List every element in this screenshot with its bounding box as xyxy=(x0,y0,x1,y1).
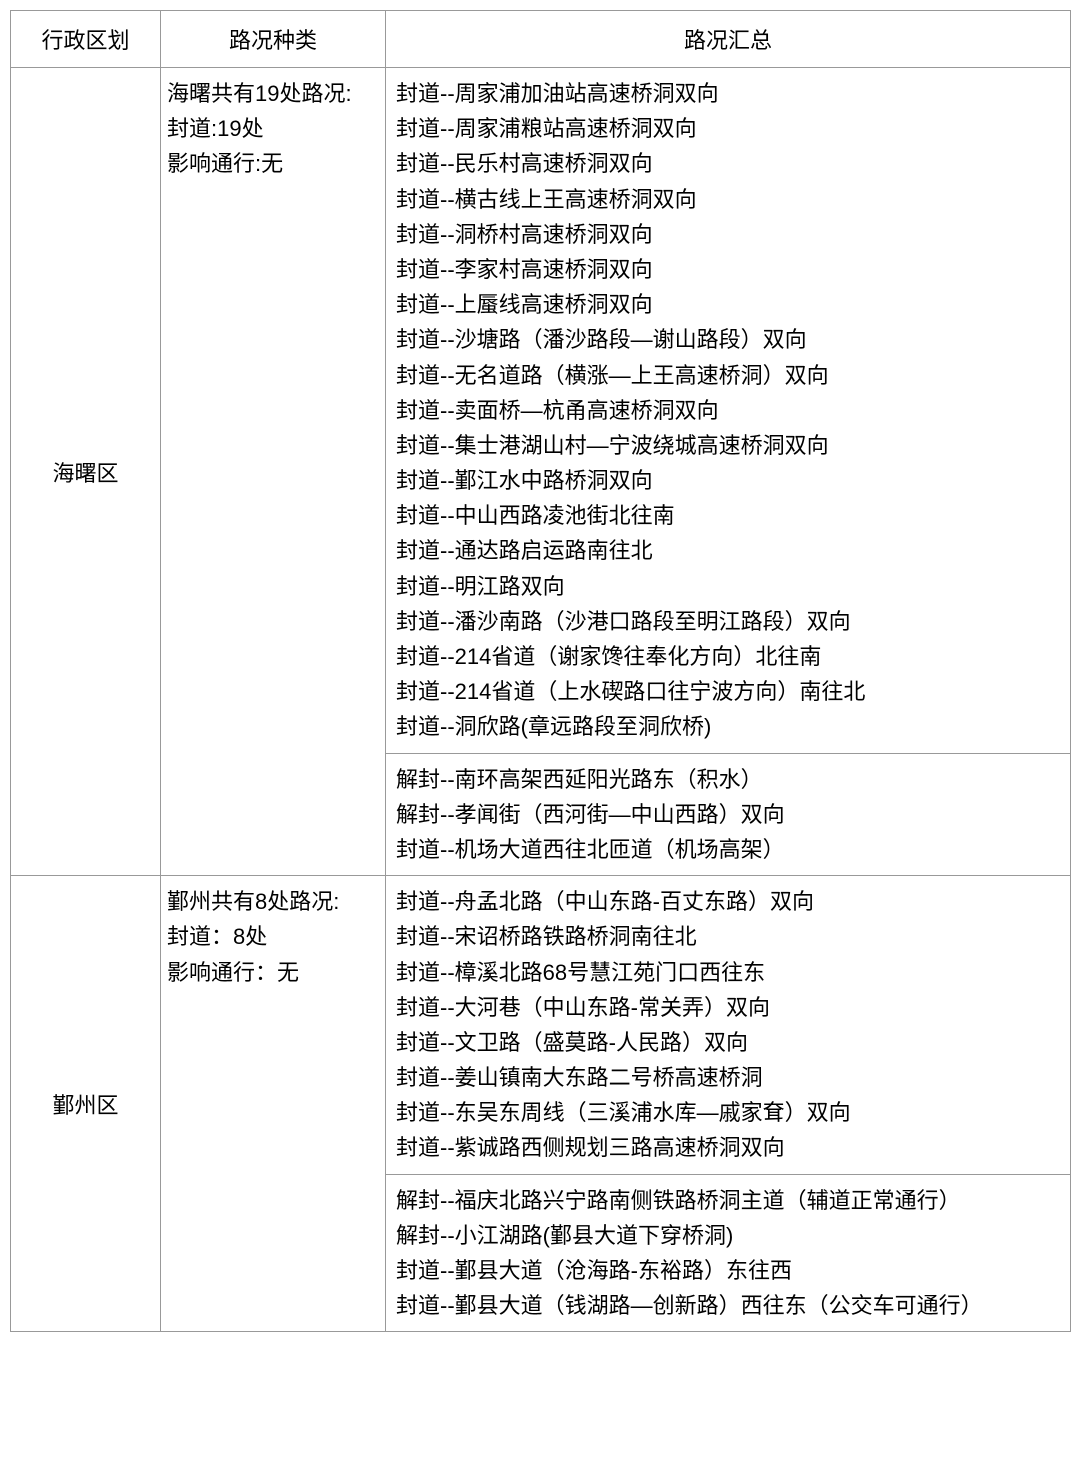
district-name: 海曙区 xyxy=(52,461,118,486)
summary-line: 封道--明江路双向 xyxy=(396,569,1060,604)
summary-line: 封道--214省道（上水碶路口往宁波方向）南往北 xyxy=(396,674,1060,709)
summary-line: 封道--洞桥村高速桥洞双向 xyxy=(396,217,1060,252)
summary-line: 封道--洞欣路(章远路段至洞欣桥) xyxy=(396,709,1060,744)
summary-line: 封道--樟溪北路68号慧江苑门口西往东 xyxy=(396,955,1060,990)
summary-line: 封道--周家浦加油站高速桥洞双向 xyxy=(396,76,1060,111)
summary-line: 封道--李家村高速桥洞双向 xyxy=(396,252,1060,287)
summary-line: 封道--周家浦粮站高速桥洞双向 xyxy=(396,111,1060,146)
summary-line: 封道--姜山镇南大东路二号桥高速桥洞 xyxy=(396,1060,1060,1095)
summary-line: 封道--舟孟北路（中山东路-百丈东路）双向 xyxy=(396,884,1060,919)
summary-line: 解封--孝闻街（西河街—中山西路）双向 xyxy=(396,797,1060,832)
summary-line: 解封--福庆北路兴宁路南侧铁路桥洞主道（辅道正常通行） xyxy=(396,1183,1060,1218)
table-row: 海曙区 海曙共有19处路况:封道:19处影响通行:无封道--周家浦加油站高速桥洞双… xyxy=(11,68,1071,754)
type-line: 封道:19处 xyxy=(167,111,379,146)
type-line: 海曙共有19处路况: xyxy=(167,76,379,111)
summary-line: 封道--民乐村高速桥洞双向 xyxy=(396,146,1060,181)
summary-line: 封道--无名道路（横涨—上王高速桥洞）双向 xyxy=(396,358,1060,393)
summary-line: 封道--214省道（谢家馋往奉化方向）北往南 xyxy=(396,639,1060,674)
header-district: 行政区划 xyxy=(11,11,161,68)
table-row: 鄞州区鄞州共有8处路况:封道：8处影响通行：无封道--舟孟北路（中山东路-百丈东… xyxy=(11,876,1071,1175)
summary-line: 封道--通达路启运路南往北 xyxy=(396,533,1060,568)
summary-line: 封道--集士港湖山村—宁波绕城高速桥洞双向 xyxy=(396,428,1060,463)
type-line: 影响通行:无 xyxy=(167,146,379,181)
table-header-row: 行政区划 路况种类 路况汇总 xyxy=(11,11,1071,68)
summary-line: 封道--上蜃线高速桥洞双向 xyxy=(396,287,1060,322)
type-line: 影响通行：无 xyxy=(167,955,379,990)
district-cell: 海曙区 xyxy=(11,68,161,876)
road-conditions-table: 行政区划 路况种类 路况汇总 海曙区 海曙共有19处路况:封道:19处影响通行:无… xyxy=(10,10,1071,1332)
summary-cell: 解封--南环高架西延阳光路东（积水）解封--孝闻街（西河街—中山西路）双向封道-… xyxy=(386,753,1071,876)
summary-cell: 解封--福庆北路兴宁路南侧铁路桥洞主道（辅道正常通行）解封--小江湖路(鄞县大道… xyxy=(386,1174,1071,1332)
summary-line: 封道--东吴东周线（三溪浦水库—戚家耷）双向 xyxy=(396,1095,1060,1130)
summary-line: 封道--卖面桥—杭甬高速桥洞双向 xyxy=(396,393,1060,428)
summary-line: 封道--沙塘路（潘沙路段—谢山路段）双向 xyxy=(396,322,1060,357)
header-summary: 路况汇总 xyxy=(386,11,1071,68)
district-cell: 鄞州区 xyxy=(11,876,161,1332)
type-cell: 海曙共有19处路况:封道:19处影响通行:无 xyxy=(161,68,386,876)
summary-line: 封道--鄞江水中路桥洞双向 xyxy=(396,463,1060,498)
summary-line: 封道--文卫路（盛莫路-人民路）双向 xyxy=(396,1025,1060,1060)
summary-line: 封道--鄞县大道（钱湖路—创新路）西往东（公交车可通行） xyxy=(396,1288,1060,1323)
summary-line: 解封--南环高架西延阳光路东（积水） xyxy=(396,762,1060,797)
summary-line: 封道--潘沙南路（沙港口路段至明江路段）双向 xyxy=(396,604,1060,639)
summary-line: 封道--鄞县大道（沧海路-东裕路）东往西 xyxy=(396,1253,1060,1288)
summary-line: 封道--中山西路凌池街北往南 xyxy=(396,498,1060,533)
summary-line: 封道--宋诏桥路铁路桥洞南往北 xyxy=(396,919,1060,954)
header-type: 路况种类 xyxy=(161,11,386,68)
type-line: 鄞州共有8处路况: xyxy=(167,884,379,919)
summary-line: 封道--横古线上王高速桥洞双向 xyxy=(396,182,1060,217)
summary-line: 封道--大河巷（中山东路-常关弄）双向 xyxy=(396,990,1060,1025)
summary-line: 封道--机场大道西往北匝道（机场高架） xyxy=(396,832,1060,867)
summary-cell: 封道--舟孟北路（中山东路-百丈东路）双向封道--宋诏桥路铁路桥洞南往北封道--… xyxy=(386,876,1071,1175)
summary-cell: 封道--周家浦加油站高速桥洞双向封道--周家浦粮站高速桥洞双向封道--民乐村高速… xyxy=(386,68,1071,754)
type-cell: 鄞州共有8处路况:封道：8处影响通行：无 xyxy=(161,876,386,1332)
district-name: 鄞州区 xyxy=(52,1093,118,1118)
summary-line: 解封--小江湖路(鄞县大道下穿桥洞) xyxy=(396,1218,1060,1253)
summary-line: 封道--紫诚路西侧规划三路高速桥洞双向 xyxy=(396,1130,1060,1165)
type-line: 封道：8处 xyxy=(167,919,379,954)
